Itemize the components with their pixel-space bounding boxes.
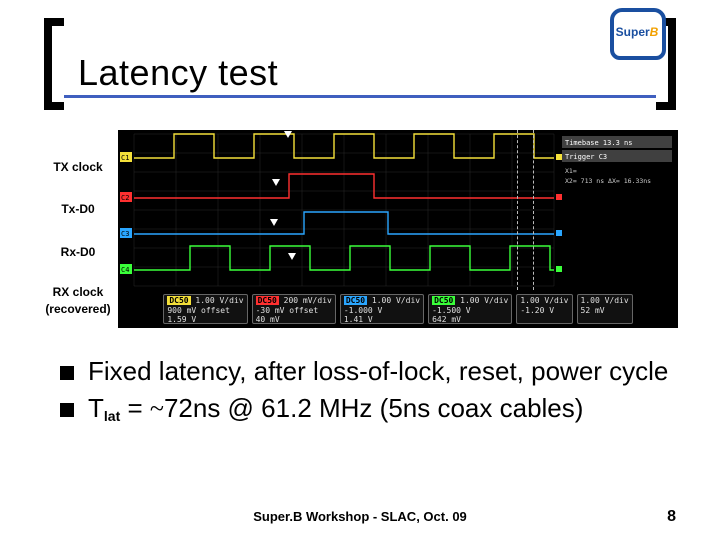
cursor-2 bbox=[533, 130, 534, 290]
bullet-list: Fixed latency, after loss-of-lock, reset… bbox=[60, 356, 680, 430]
svg-text:X2= 713 ns ΔX= 16.33ns: X2= 713 ns ΔX= 16.33ns bbox=[565, 177, 651, 185]
svg-text:C4: C4 bbox=[121, 266, 129, 274]
logo: SuperB bbox=[604, 8, 670, 60]
channel-label: (recovered) bbox=[38, 302, 118, 316]
page-number: 8 bbox=[667, 508, 676, 526]
svg-text:C1: C1 bbox=[121, 154, 129, 162]
scope-measure-box: 1.00 V/div52 mV bbox=[577, 294, 633, 324]
bullet-icon bbox=[60, 366, 74, 380]
logo-accent: B bbox=[650, 25, 659, 39]
logo-text: SuperB bbox=[604, 25, 670, 39]
figure-area: TX clock Tx-D0 Rx-D0 RX clock (recovered) C1… bbox=[38, 130, 682, 330]
scope-measure-box: 1.00 V/div-1.20 V bbox=[516, 294, 572, 324]
channel-label: TX clock bbox=[38, 160, 118, 174]
svg-text:C2: C2 bbox=[121, 194, 129, 202]
svg-text:X1=: X1= bbox=[565, 167, 577, 175]
channel-label: Rx-D0 bbox=[38, 245, 118, 259]
scope-plot: C1 C2 C3 C4 Timebase 13.3 ns Trigger C3 X1= X2… bbox=[118, 130, 678, 290]
scope-measure-box: DC50 200 mV/div-30 mV offset40 mV bbox=[252, 294, 336, 324]
svg-text:Timebase 13.3 ns: Timebase 13.3 ns bbox=[565, 139, 632, 147]
channel-label: Tx-D0 bbox=[38, 202, 118, 216]
bracket-left bbox=[44, 18, 64, 110]
logo-main: Super bbox=[616, 25, 650, 39]
footer: Super.B Workshop - SLAC, Oct. 09 bbox=[0, 509, 720, 524]
scope-measure-box: DC50 1.00 V/div-1.500 V642 mV bbox=[428, 294, 512, 324]
bullet-1-text: Fixed latency, after loss-of-lock, reset… bbox=[88, 356, 680, 387]
cursor-1 bbox=[517, 130, 518, 290]
scope-measurements: DC50 1.00 V/div900 mV offset1.59 VDC50 2… bbox=[118, 290, 678, 328]
scope-measure-box: DC50 1.00 V/div900 mV offset1.59 V bbox=[163, 294, 247, 324]
scope-screenshot: C1 C2 C3 C4 Timebase 13.3 ns Trigger C3 X1= X2… bbox=[118, 130, 678, 328]
scope-measure-box: DC50 1.00 V/div-1.000 V1.41 V bbox=[340, 294, 424, 324]
svg-text:C3: C3 bbox=[121, 230, 129, 238]
bullet-2: Tlat = ~72ns @ 61.2 MHz (5ns coax cables… bbox=[60, 393, 680, 424]
title-underline bbox=[64, 95, 656, 98]
channel-label: RX clock bbox=[38, 285, 118, 299]
title-bar: Latency test bbox=[44, 24, 676, 108]
bullet-1: Fixed latency, after loss-of-lock, reset… bbox=[60, 356, 680, 387]
bullet-2-text: Tlat = ~72ns @ 61.2 MHz (5ns coax cables… bbox=[88, 393, 680, 424]
page-title: Latency test bbox=[78, 52, 278, 94]
bullet-icon bbox=[60, 403, 74, 417]
svg-text:Trigger C3: Trigger C3 bbox=[565, 153, 607, 161]
